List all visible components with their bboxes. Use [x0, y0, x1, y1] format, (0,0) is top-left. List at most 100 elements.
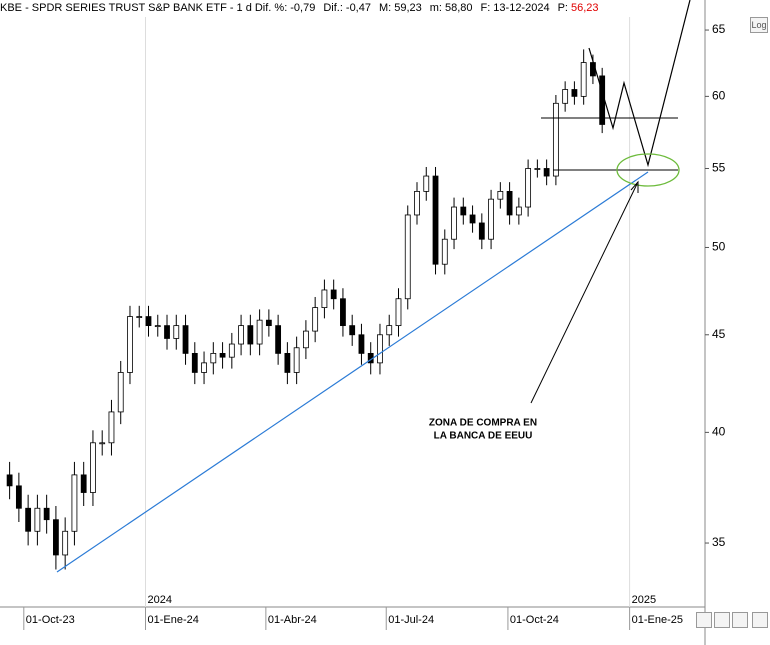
x-tick-label: 01-Jul-24	[388, 614, 434, 626]
candle-body	[164, 325, 170, 339]
candle-body	[599, 75, 606, 125]
candle-body	[432, 175, 439, 265]
candle-body	[62, 530, 69, 556]
candle-body	[247, 325, 254, 345]
candle-body	[506, 190, 513, 216]
candle-body	[414, 190, 420, 216]
header-name: KBE - SPDR SERIES TRUST S&P BANK ETF - 1…	[0, 2, 252, 14]
candle-body	[312, 307, 319, 332]
year-label: 2025	[632, 594, 656, 606]
header-dif-pct-label: Dif. %:	[254, 2, 288, 14]
candle-body	[386, 325, 393, 336]
y-tick-label: 50	[712, 240, 726, 254]
candle-body	[543, 168, 550, 177]
candle-body	[423, 175, 430, 192]
candle-body	[219, 352, 226, 358]
candle-body	[265, 319, 272, 327]
x-tick-label: 01-Ene-25	[632, 614, 683, 626]
candle-body	[71, 474, 78, 532]
header-date-label: F:	[480, 2, 491, 14]
log-button[interactable]: Log	[750, 17, 768, 33]
candle-body	[228, 343, 235, 358]
plot-area	[0, 17, 705, 607]
candle-body	[53, 519, 59, 556]
candle-body	[469, 214, 476, 224]
candle-body	[210, 352, 217, 364]
candle-body	[404, 214, 411, 300]
candle-body	[377, 334, 383, 364]
x-tick-label: 01-Oct-23	[26, 614, 75, 626]
candle-body	[127, 316, 133, 373]
header-date: 13-12-2024	[493, 2, 550, 14]
candle-body	[488, 198, 494, 240]
x-tick-label: 01-Ene-24	[147, 614, 198, 626]
candle-body	[515, 206, 522, 216]
candle-body	[497, 190, 504, 200]
candle-body	[525, 168, 532, 208]
header-dif: -0,47	[345, 2, 371, 14]
annotation: LA BANCA DE EEUU	[434, 431, 533, 442]
y-tick-label: 65	[712, 22, 726, 36]
tool-button[interactable]	[714, 612, 730, 628]
header-price-label: P:	[557, 2, 568, 14]
tool-button[interactable]	[752, 612, 768, 628]
projection-path	[588, 0, 691, 168]
candle-body	[330, 289, 337, 300]
candle-body	[562, 89, 569, 104]
header: KBE - SPDR SERIES TRUST S&P BANK ETF - 1…	[0, 0, 705, 17]
candle-body	[6, 474, 13, 487]
header-min-label: m:	[429, 2, 442, 14]
header-max-label: M:	[378, 2, 392, 14]
y-tick-label: 60	[712, 89, 726, 103]
candle-body	[552, 102, 559, 177]
candle-body	[441, 238, 448, 265]
arrow-head	[630, 180, 639, 193]
candle-body	[154, 325, 161, 328]
candle-body	[108, 411, 115, 444]
buy-zone-ellipse	[616, 153, 680, 187]
candle-body	[284, 352, 291, 373]
candle-body	[302, 330, 309, 349]
candle-body	[80, 474, 87, 493]
x-tick-label: 01-Abr-24	[268, 614, 317, 626]
candle-body	[34, 507, 41, 532]
candle-body	[451, 206, 457, 240]
candle-body	[43, 507, 50, 521]
candle-body	[580, 62, 587, 97]
candle-body	[590, 62, 596, 77]
candle-body	[349, 325, 356, 336]
candle-body	[395, 298, 402, 327]
candle-body	[238, 325, 244, 345]
candle-body	[256, 319, 263, 345]
candle-body	[571, 89, 578, 97]
candle-body	[145, 316, 152, 327]
header-min: 58,80	[444, 2, 473, 14]
candle-body	[25, 507, 32, 532]
y-tick-label: 55	[712, 161, 726, 175]
header-max: 59,23	[394, 2, 422, 14]
candle-body	[90, 442, 96, 493]
candle-body	[478, 222, 485, 240]
candle-body	[182, 325, 189, 354]
y-tick-label: 40	[712, 425, 726, 439]
annotation-arrow	[530, 183, 638, 404]
candle-body	[191, 352, 198, 373]
candle-body	[201, 362, 207, 373]
header-dif-pct: -0,79	[290, 2, 316, 14]
candle-body	[460, 206, 467, 216]
header-price: 56,23	[570, 2, 599, 14]
tool-button[interactable]	[696, 612, 712, 628]
x-tick-label: 01-Oct-24	[510, 614, 559, 626]
y-tick-label: 35	[712, 535, 726, 549]
tool-button[interactable]	[732, 612, 748, 628]
candle-body	[534, 168, 541, 170]
candle-body	[15, 485, 22, 509]
annotation: ZONA DE COMPRA EN	[429, 418, 537, 429]
candle-body	[340, 298, 346, 327]
trend-line	[56, 171, 649, 573]
candle-body	[117, 372, 124, 413]
candle-body	[275, 325, 282, 354]
candle-body	[293, 347, 300, 373]
header-dif-label: Dif.:	[323, 2, 343, 14]
